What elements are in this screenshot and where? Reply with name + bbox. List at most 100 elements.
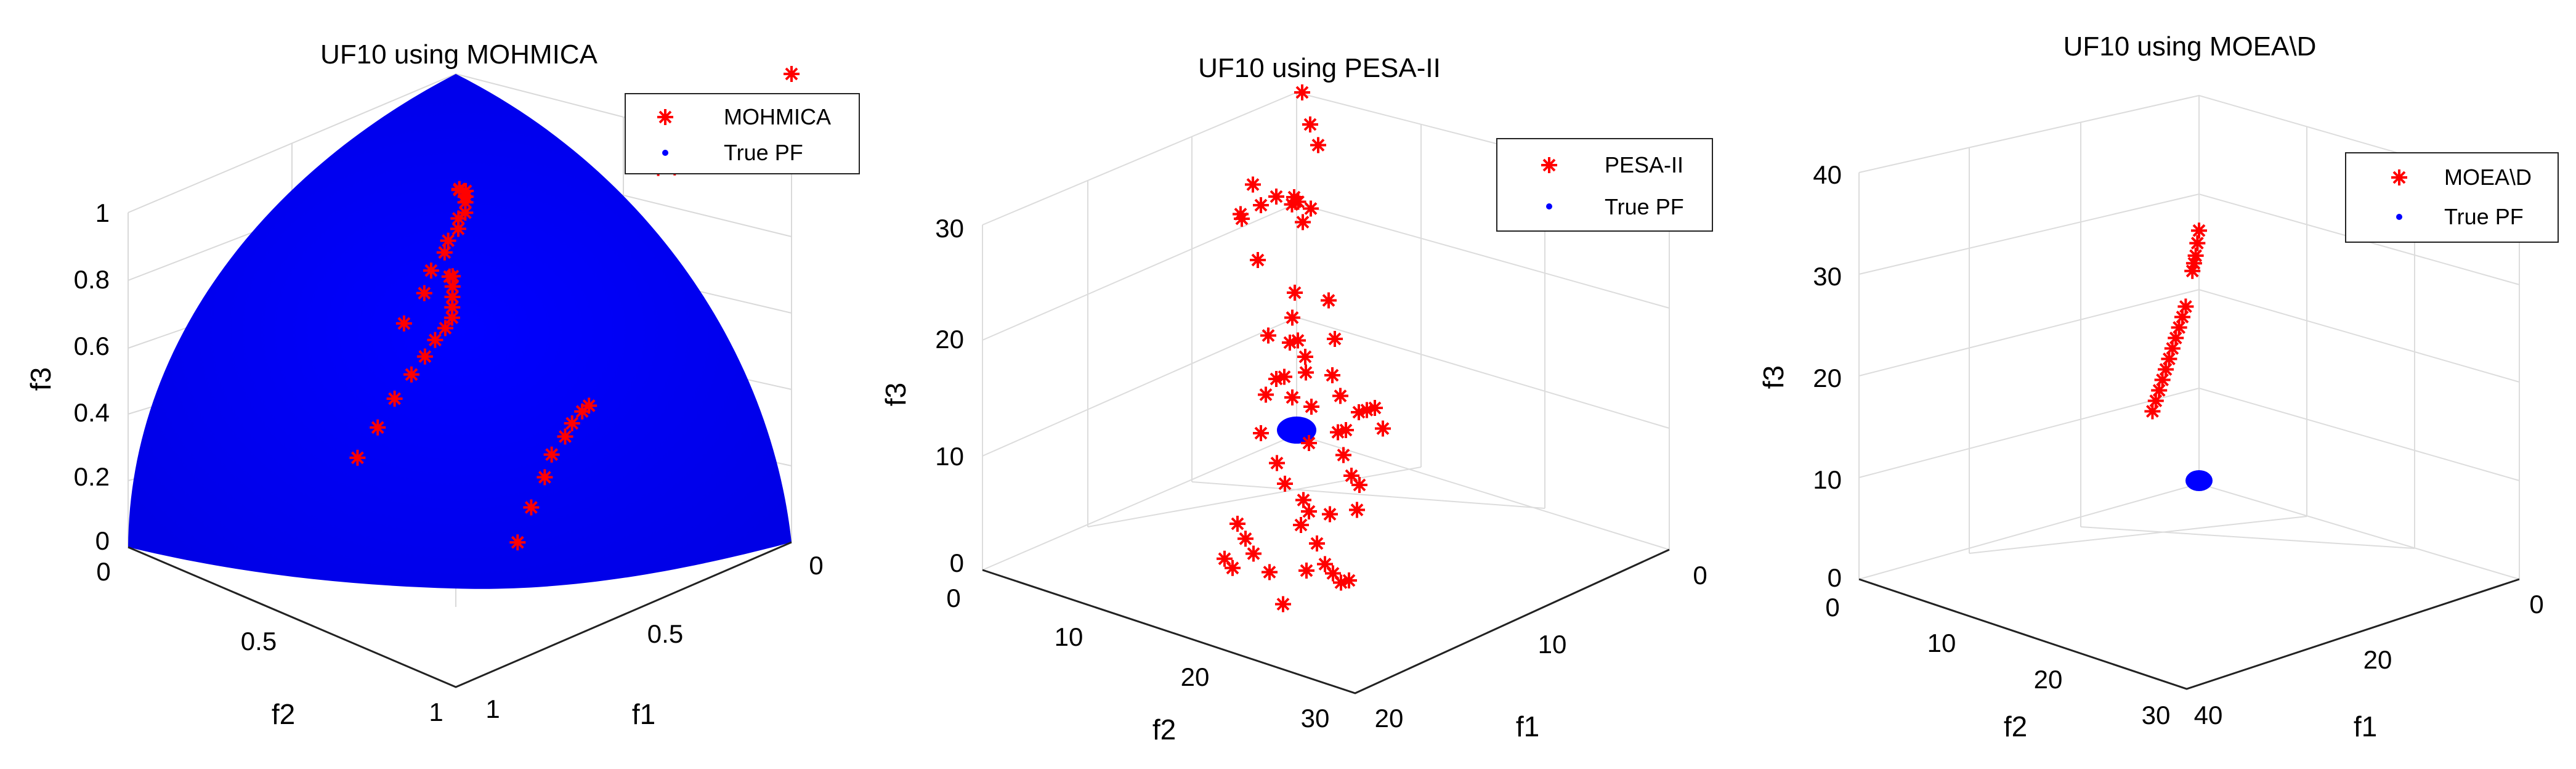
f1-tick: 20 <box>1375 704 1404 733</box>
data-point <box>1236 529 1255 548</box>
z-tick: 40 <box>1813 160 1842 189</box>
plot-mohmica: UF10 using MOHMICA 1 0.8 0.6 0.4 0.2 0 f… <box>25 39 860 730</box>
data-point <box>1252 196 1270 214</box>
data-point <box>1296 348 1314 366</box>
data-point <box>1348 500 1366 519</box>
data-point <box>1334 446 1353 465</box>
plot1-title: UF10 using MOHMICA <box>320 39 598 70</box>
data-point <box>1323 366 1342 384</box>
z-tick: 0 <box>950 548 964 577</box>
f1-axis-label: f1 <box>632 698 655 730</box>
legend: MOEA\D True PF <box>2345 152 2559 243</box>
z-tick: 20 <box>935 325 964 354</box>
moead-points <box>2143 221 2208 421</box>
data-point <box>1249 251 1267 269</box>
f1-tick: 0 <box>2529 590 2543 619</box>
legend-label: MOHMICA <box>724 104 831 129</box>
f1-tick: 0 <box>809 551 823 580</box>
f2-tick: 0.5 <box>241 627 277 656</box>
z-axis-label: f3 <box>880 383 912 406</box>
data-point <box>1267 187 1286 206</box>
z-tick: 30 <box>935 214 964 243</box>
plot2-title: UF10 using PESA-II <box>1198 53 1441 83</box>
f1-ticks: 0 10 20 <box>1375 561 1707 733</box>
data-point <box>782 65 801 83</box>
legend: MOHMICA True PF <box>625 93 860 174</box>
z-tick: 0.8 <box>74 265 110 294</box>
pesa2-points <box>1215 83 1392 614</box>
z-tick: 10 <box>935 442 964 471</box>
z-tick: 0 <box>1828 563 1842 592</box>
f1-tick: 40 <box>2194 701 2223 730</box>
z-tick: 0 <box>95 526 110 555</box>
true-pf-surface <box>128 74 792 589</box>
data-point <box>1274 595 1292 614</box>
f2-ticks: 0 10 20 30 <box>946 584 1329 733</box>
z-ticks: 1 0.8 0.6 0.4 0.2 0 <box>74 198 110 555</box>
f2-ticks: 0 10 20 30 <box>1825 593 2170 730</box>
data-point <box>2143 402 2162 421</box>
z-tick: 20 <box>1813 364 1842 393</box>
plot-pesa2: UF10 using PESA-II 30 20 10 0 f3 0 10 20… <box>880 53 1713 746</box>
data-point <box>1297 363 1315 382</box>
plot3-title: UF10 using MOEA\D <box>2064 31 2317 62</box>
z-ticks: 40 30 20 10 0 <box>1813 160 1842 592</box>
f2-tick: 10 <box>1055 622 1083 651</box>
data-point <box>1321 505 1339 524</box>
f2-axis-label: f2 <box>1152 714 1176 746</box>
legend-label: True PF <box>1605 194 1684 219</box>
f2-tick: 0 <box>1825 593 1839 622</box>
f1-tick: 10 <box>1538 630 1567 659</box>
data-point <box>1252 424 1270 442</box>
f1-tick: 0.5 <box>647 619 683 648</box>
data-point <box>1326 330 1344 348</box>
axes-lines <box>982 548 1670 694</box>
data-point <box>1244 544 1263 563</box>
z-tick: 30 <box>1813 262 1842 291</box>
f1-axis-label: f1 <box>1516 710 1539 743</box>
f2-ticks: 0 0.5 1 <box>96 557 443 726</box>
f2-axis-label: f2 <box>272 698 295 730</box>
f2-tick: 30 <box>1301 704 1330 733</box>
data-point <box>1283 308 1302 327</box>
f2-tick: 20 <box>2034 665 2063 694</box>
f2-tick: 30 <box>2142 701 2171 730</box>
data-point <box>1301 115 1319 134</box>
legend-label: True PF <box>2444 204 2524 229</box>
data-point <box>2188 234 2207 253</box>
z-tick: 0.6 <box>74 332 110 360</box>
legend-dot-marker <box>662 150 668 156</box>
f1-tick: 1 <box>485 694 500 723</box>
data-point <box>1283 388 1302 407</box>
plot-moead: UF10 using MOEA\D 40 30 20 10 0 f3 0 10 … <box>1757 31 2559 743</box>
z-tick: 0.2 <box>74 462 110 491</box>
legend-label: MOEA\D <box>2444 165 2532 190</box>
data-point <box>1331 386 1350 405</box>
data-point <box>2183 261 2202 280</box>
z-axis-label: f3 <box>1757 365 1789 389</box>
z-tick: 10 <box>1813 465 1842 494</box>
f1-ticks: 0 0.5 1 <box>485 551 823 723</box>
data-point <box>1286 283 1304 302</box>
axes-lines <box>1858 578 2520 690</box>
z-axis-label: f3 <box>25 367 57 391</box>
data-point <box>1268 454 1286 473</box>
f2-tick: 10 <box>1927 629 1956 657</box>
z-tick: 1 <box>95 198 110 227</box>
f2-tick: 0 <box>96 557 110 586</box>
data-point <box>1308 534 1326 553</box>
legend: PESA-II True PF <box>1496 138 1713 232</box>
f1-ticks: 0 20 40 <box>2194 590 2544 730</box>
z-tick: 0.4 <box>74 398 110 427</box>
legend-dot-marker <box>1546 203 1552 210</box>
data-point <box>1309 136 1327 155</box>
legend-label: True PF <box>724 140 803 165</box>
f1-tick: 20 <box>2363 645 2392 674</box>
legend-label: PESA-II <box>1605 152 1683 177</box>
axes-lines <box>128 541 792 688</box>
data-point <box>1244 175 1262 194</box>
f1-tick: 0 <box>1693 561 1707 590</box>
data-point <box>1374 419 1392 438</box>
data-point <box>1257 385 1275 404</box>
